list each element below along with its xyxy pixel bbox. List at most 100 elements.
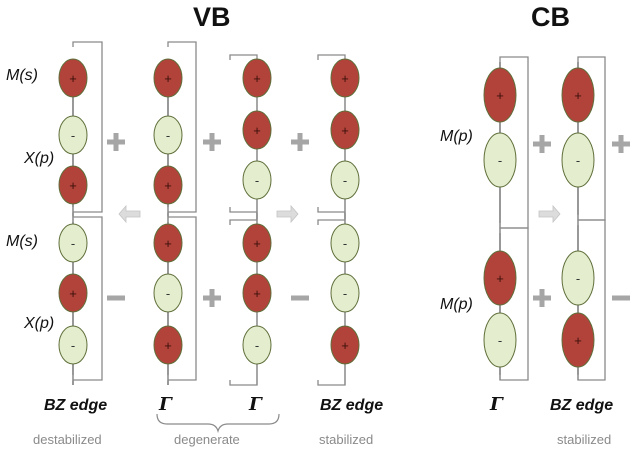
cb-2-bottom-lobe-1 bbox=[561, 250, 595, 306]
vb-1-bottom-lobe-3 bbox=[58, 325, 88, 365]
cb-2-top-lobe-1-sign: + bbox=[574, 88, 582, 103]
vb-2-bottom-lobe-1-sign: + bbox=[164, 236, 172, 251]
vb-3-top-lobe-2-sign: + bbox=[253, 123, 261, 138]
stabilized-vb-note: stabilized bbox=[319, 432, 374, 447]
vb-gamma-label-2: Γ bbox=[249, 394, 262, 415]
vb-1-top-lobe-3 bbox=[58, 165, 88, 205]
vb-2-bottom-lobe-3 bbox=[153, 325, 183, 365]
cb-2-bottom-bracket bbox=[577, 219, 606, 381]
vb-1-top-lobe-1 bbox=[58, 58, 88, 98]
vb-1-top-lobe-2 bbox=[58, 115, 88, 155]
vb-1-top-lobe-1-sign: + bbox=[69, 71, 77, 86]
vb-3-top-lobe-3-sign: - bbox=[255, 173, 259, 188]
cb-1-bottom-lobe-1 bbox=[483, 250, 517, 306]
vb-2-top-lobe-1-sign: + bbox=[164, 71, 172, 86]
cb-1-bottom-lobe-2 bbox=[483, 312, 517, 368]
vb-1-bottom-operator bbox=[107, 295, 125, 301]
cb-1-bottom-lobe-2-sign: - bbox=[498, 333, 502, 348]
vb-header: VB bbox=[193, 2, 231, 32]
vb-2-bottom-lobe-1 bbox=[153, 223, 183, 263]
vb-1-bottom-bracket bbox=[72, 216, 103, 381]
vb-4-bottom-lobe-1-sign: - bbox=[343, 236, 347, 251]
vb-1-top-lobe-2-sign: - bbox=[71, 128, 75, 143]
vb-2-top-lobe-2 bbox=[153, 115, 183, 155]
vb-right-arrow bbox=[276, 204, 299, 224]
vb-4-top-lobe-3-sign: - bbox=[343, 173, 347, 188]
vb-4-top-lobe-1-sign: + bbox=[341, 71, 349, 86]
cb-2-bottom-lobe-2-sign: + bbox=[574, 333, 582, 348]
vb-3-top-lobe-2 bbox=[242, 110, 272, 150]
cb-header: CB bbox=[531, 2, 570, 32]
vb-top-metal-label: M(s) bbox=[6, 67, 38, 84]
cb-top-metal-label: M(p) bbox=[440, 128, 473, 145]
vb-top-anion-label: X(p) bbox=[24, 150, 55, 167]
cb-2-bottom-lobe-1-sign: - bbox=[576, 271, 580, 286]
vb-1-bottom-lobe-2-sign: + bbox=[69, 286, 77, 301]
vb-2-bottom-lobe-2 bbox=[153, 273, 183, 313]
vb-1-bottom-lobe-1-sign: - bbox=[71, 236, 75, 251]
cb-2-top-lobe-2 bbox=[561, 132, 595, 188]
vb-4-bottom-lobe-3 bbox=[330, 325, 360, 365]
vb-2-top-lobe-2-sign: - bbox=[166, 128, 170, 143]
cb-2-top-bracket bbox=[577, 56, 606, 221]
vb-bz-edge-right-label: BZ edge bbox=[320, 397, 384, 414]
cb-2-top-lobe-2-sign: - bbox=[576, 153, 580, 168]
cb-arrow bbox=[538, 204, 561, 224]
cb-gamma-label: Γ bbox=[490, 394, 503, 415]
vb-3-bottom-operator bbox=[291, 295, 309, 301]
vb-2-top-lobe-3 bbox=[153, 165, 183, 205]
cb-2-top-operator bbox=[618, 135, 624, 153]
vb-1-bottom-lobe-3-sign: - bbox=[71, 338, 75, 353]
vb-4-bottom-lobe-1 bbox=[330, 223, 360, 263]
vb-3-top-operator bbox=[297, 133, 303, 151]
cb-1-top-bracket bbox=[499, 56, 529, 229]
vb-2-bottom-lobe-3-sign: + bbox=[164, 338, 172, 353]
vb-bottom-metal-label: M(s) bbox=[6, 233, 38, 250]
cb-2-top-lobe-1 bbox=[561, 67, 595, 123]
vb-2-top-operator bbox=[209, 133, 215, 151]
vb-3-bottom-lobe-3 bbox=[242, 325, 272, 365]
vb-3-bottom-lobe-2-sign: + bbox=[253, 286, 261, 301]
vb-3-top-lobe-1-sign: + bbox=[253, 71, 261, 86]
vb-4-top-lobe-2-sign: + bbox=[341, 123, 349, 138]
vb-1-bottom-lobe-2 bbox=[58, 273, 88, 313]
vb-2-bottom-lobe-2-sign: - bbox=[166, 286, 170, 301]
vb-1-top-operator bbox=[113, 133, 119, 151]
destabilized-note: destabilized bbox=[33, 432, 102, 447]
vb-bz-edge-left-label: BZ edge bbox=[44, 397, 108, 414]
vb-1-bottom-lobe-1 bbox=[58, 223, 88, 263]
vb-2-top-bracket bbox=[167, 41, 197, 213]
stabilized-cb-note: stabilized bbox=[557, 432, 612, 447]
vb-3-bottom-lobe-1 bbox=[242, 223, 272, 263]
cb-1-top-lobe-1 bbox=[483, 67, 517, 123]
vb-4-top-lobe-3 bbox=[330, 160, 360, 200]
cb-1-top-lobe-2-sign: - bbox=[498, 153, 502, 168]
vb-3-top-lobe-1 bbox=[242, 58, 272, 98]
vb-3-top-lobe-3 bbox=[242, 160, 272, 200]
vb-3-bottom-lobe-1-sign: + bbox=[253, 236, 261, 251]
vb-2-top-lobe-3-sign: + bbox=[164, 178, 172, 193]
vb-3-bottom-lobe-3-sign: - bbox=[255, 338, 259, 353]
cb-2-bottom-operator bbox=[612, 295, 630, 301]
vb-4-bottom-lobe-2-sign: - bbox=[343, 286, 347, 301]
cb-1-top-lobe-2 bbox=[483, 132, 517, 188]
degenerate-brace bbox=[156, 413, 280, 434]
cb-2-bottom-lobe-2 bbox=[561, 312, 595, 368]
vb-2-top-lobe-1 bbox=[153, 58, 183, 98]
cb-1-top-lobe-1-sign: + bbox=[496, 88, 504, 103]
vb-left-arrow bbox=[118, 204, 141, 224]
vb-gamma-label-1: Γ bbox=[159, 394, 172, 415]
cb-1-bottom-lobe-1-sign: + bbox=[496, 271, 504, 286]
vb-2-bottom-operator bbox=[209, 289, 215, 307]
vb-4-bottom-lobe-3-sign: + bbox=[341, 338, 349, 353]
vb-2-bottom-bracket bbox=[167, 216, 197, 381]
degenerate-note: degenerate bbox=[174, 432, 240, 447]
vb-1-top-lobe-3-sign: + bbox=[69, 178, 77, 193]
vb-1-top-bracket bbox=[72, 41, 103, 213]
vb-bottom-anion-label: X(p) bbox=[24, 315, 55, 332]
cb-1-bottom-bracket bbox=[499, 227, 529, 381]
vb-4-top-lobe-1 bbox=[330, 58, 360, 98]
vb-3-bottom-lobe-2 bbox=[242, 273, 272, 313]
cb-bz-edge-label: BZ edge bbox=[550, 397, 614, 414]
